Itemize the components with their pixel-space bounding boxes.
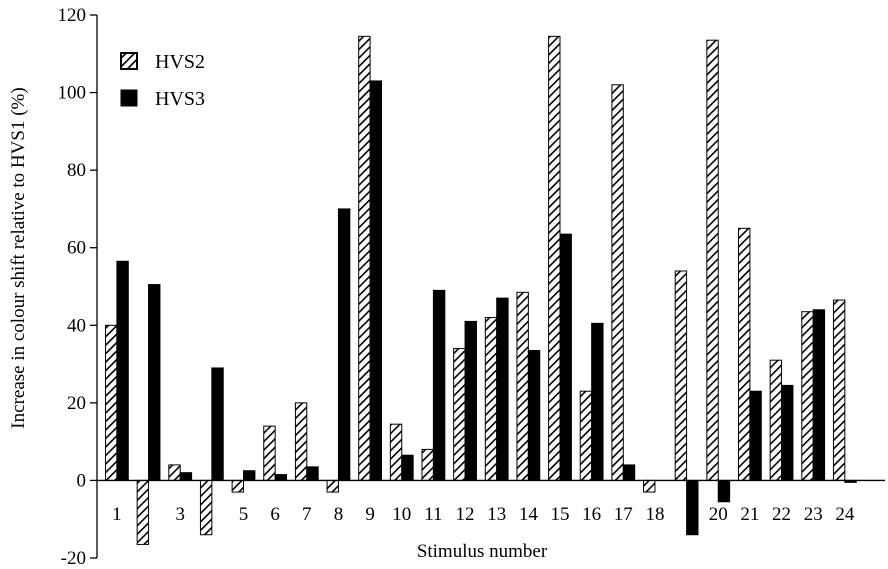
x-tick-label: 11 (424, 504, 442, 525)
x-tick-label: 6 (270, 504, 280, 525)
bar-hvs2-4 (199, 479, 213, 536)
bar-hvs2-2 (136, 479, 150, 545)
bar-hvs2-10 (389, 423, 403, 481)
bar-hvs3-9 (369, 80, 383, 481)
bar-hvs3-14 (527, 349, 541, 481)
bar-hvs2-16 (579, 390, 593, 481)
x-tick-label: 8 (334, 504, 344, 525)
bar-hvs3-23 (812, 309, 826, 481)
bar-hvs2-15 (548, 35, 561, 481)
x-tick-label: 23 (804, 504, 823, 525)
bar-hvs3-12 (464, 320, 477, 481)
x-tick-label: 24 (835, 504, 855, 525)
x-tick-label: 14 (519, 504, 539, 525)
bar-hvs2-24 (832, 299, 846, 481)
bar-hvs2-7 (294, 402, 308, 481)
bar-hvs2-8 (326, 479, 339, 493)
bar-hvs2-9 (358, 35, 371, 481)
bar-hvs2-14 (516, 291, 529, 481)
bar-hvs2-22 (769, 359, 783, 481)
bar-hvs3-10 (401, 454, 414, 481)
y-axis-label: Increase in colour shift relative to HVS… (8, 87, 29, 428)
y-tick-label: 60 (67, 238, 86, 259)
x-tick-label: 7 (302, 504, 312, 525)
x-tick-label: 21 (740, 504, 759, 525)
bar-hvs2-19 (674, 270, 688, 481)
bar-hvs3-8 (337, 208, 351, 481)
y-axis: -20 0 20 40 60 80 100 120 (58, 5, 98, 569)
y-tick-label: 80 (67, 160, 86, 181)
bar-hvs3-3 (179, 472, 193, 481)
bar-hvs3-20 (717, 479, 731, 503)
x-tick-label: 22 (772, 504, 791, 525)
bar-hvs3-4 (211, 367, 224, 481)
x-tick-label: 10 (392, 504, 411, 525)
bar-hvs2-3 (168, 464, 181, 481)
bar-hvs2-5 (231, 479, 245, 493)
legend-label-hvs3: HVS3 (155, 88, 205, 110)
bar-hvs3-21 (749, 390, 762, 481)
bar-hvs3-6 (274, 474, 288, 481)
bar-hvs3-15 (559, 233, 572, 481)
bar-hvs2-13 (484, 317, 498, 481)
x-tick-label: 17 (614, 504, 633, 525)
bar-hvs2-21 (738, 227, 751, 481)
x-tick-label: 3 (175, 504, 185, 525)
bar-hvs2-18 (643, 479, 656, 493)
x-tick-label: 1 (112, 504, 122, 525)
bar-hvs3-7 (306, 466, 319, 481)
x-tick-label: 12 (456, 504, 475, 525)
y-tick-label: 20 (67, 393, 86, 414)
bar-hvs3-13 (496, 297, 509, 481)
bar-hvs3-19 (686, 479, 699, 536)
bar-hvs3-5 (243, 470, 256, 481)
x-tick-label: 20 (709, 504, 728, 525)
bar-hvs3-11 (432, 289, 446, 481)
x-tick-label: 5 (239, 504, 249, 525)
bar-hvs2-23 (801, 311, 814, 481)
bar-hvs2-17 (611, 84, 624, 481)
bar-hvs2-6 (263, 425, 276, 481)
x-tick-label: 18 (645, 504, 664, 525)
x-tick-label: 13 (487, 504, 506, 525)
bars (105, 35, 857, 545)
x-tick-label: 16 (582, 504, 601, 525)
x-tick-label: 9 (365, 504, 375, 525)
bar-hvs2-1 (105, 324, 118, 481)
legend-swatch-hvs3 (120, 89, 138, 107)
legend: HVS2 HVS3 (120, 51, 205, 110)
legend-label-hvs2: HVS2 (155, 51, 205, 73)
x-axis-label: Stimulus number (417, 541, 548, 562)
bar-hvs2-20 (706, 39, 719, 481)
bar-hvs3-2 (148, 284, 161, 481)
bar-hvs3-1 (116, 260, 129, 481)
legend-swatch-hvs2 (120, 52, 138, 70)
y-tick-label: 120 (58, 5, 87, 26)
x-tick-label: 15 (551, 504, 570, 525)
bar-hvs3-16 (591, 322, 604, 481)
y-tick-label: -20 (61, 548, 86, 569)
bar-hvs3-17 (622, 464, 636, 481)
bar-hvs2-12 (453, 348, 466, 481)
y-tick-label: 0 (77, 470, 87, 491)
bar-hvs2-11 (421, 448, 434, 481)
bar-hvs3-22 (781, 384, 794, 481)
x-axis: 1 3 5 6 7 8 9 10 11 12 13 14 15 16 17 18 20 21 22 23 24 (97, 479, 885, 525)
y-tick-label: 100 (58, 83, 87, 104)
y-tick-label: 40 (67, 315, 86, 336)
